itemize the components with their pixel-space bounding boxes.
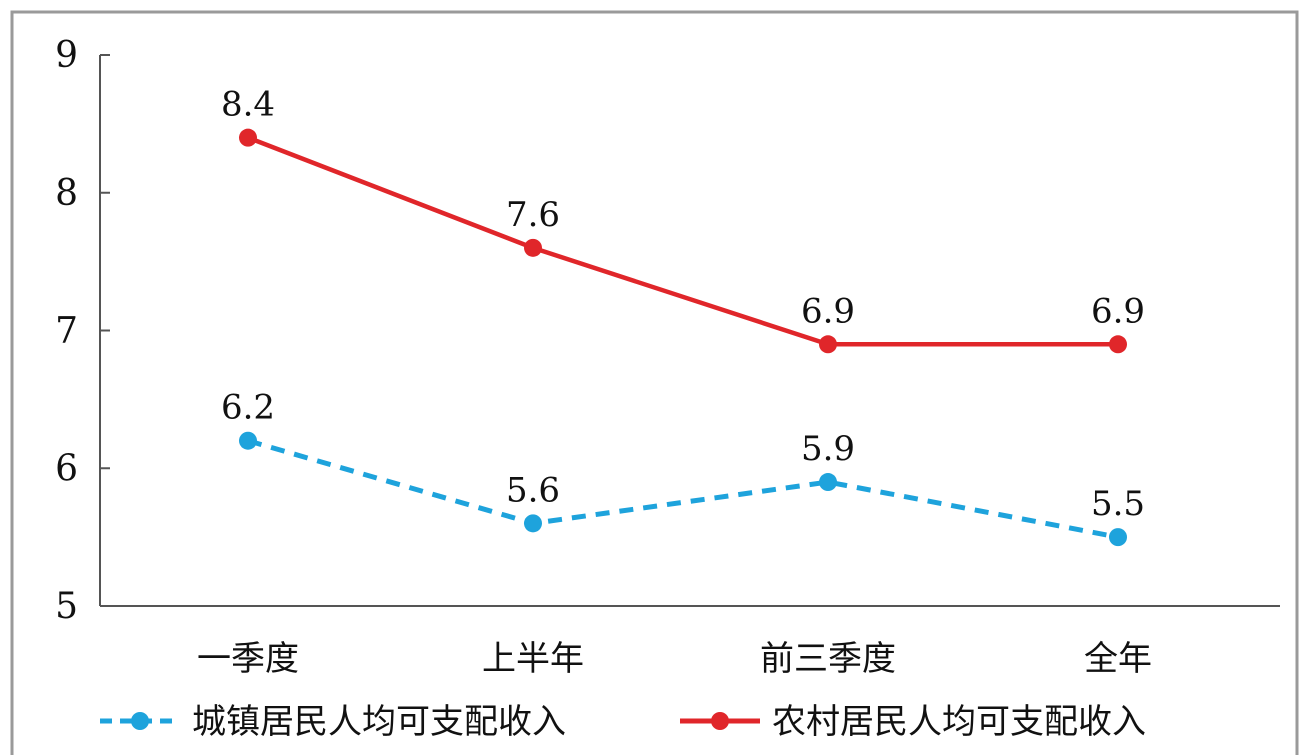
data-label: 7.6	[506, 195, 560, 235]
data-label: 6.9	[801, 291, 855, 331]
data-point	[239, 431, 257, 450]
x-category-label: 上半年	[482, 639, 584, 679]
legend-marker	[711, 712, 729, 730]
legend-label: 城镇居民人均可支配收入	[192, 702, 566, 742]
data-point	[1109, 335, 1127, 354]
x-category-label: 一季度	[197, 639, 299, 679]
data-point	[1109, 528, 1127, 547]
legend-label: 农村居民人均可支配收入	[772, 702, 1146, 742]
x-category-label: 前三季度	[760, 639, 896, 679]
data-label: 5.6	[506, 470, 560, 510]
legend-marker	[131, 712, 149, 730]
y-tick-label: 7	[55, 311, 78, 352]
x-category-label: 全年	[1084, 639, 1152, 679]
data-label: 5.9	[801, 429, 855, 469]
data-point	[524, 238, 542, 257]
data-point	[524, 514, 542, 533]
data-label: 6.2	[221, 388, 275, 428]
y-tick-label: 9	[55, 35, 78, 76]
series-line-0	[247, 438, 1119, 540]
y-tick-label: 5	[55, 586, 78, 627]
chart-border	[10, 10, 1299, 755]
data-label: 6.9	[1091, 291, 1145, 331]
series-line-1	[247, 135, 1118, 347]
data-label: 8.4	[221, 85, 275, 125]
legend: 城镇居民人均可支配收入 农村居民人均可支配收入	[100, 702, 1146, 742]
y-tick-label: 8	[55, 173, 78, 214]
data-label: 5.5	[1091, 484, 1145, 524]
axes: 5 6 7 8 9 一季度 上半年 前三季度 全年	[55, 35, 1280, 679]
y-tick-label: 6	[55, 448, 78, 489]
data-point	[819, 335, 837, 354]
data-point	[239, 128, 257, 147]
data-point	[819, 473, 837, 492]
series-layer: 6.2 5.6 5.9 5.5 8.4 7.6 6.9 6.9	[221, 85, 1145, 547]
